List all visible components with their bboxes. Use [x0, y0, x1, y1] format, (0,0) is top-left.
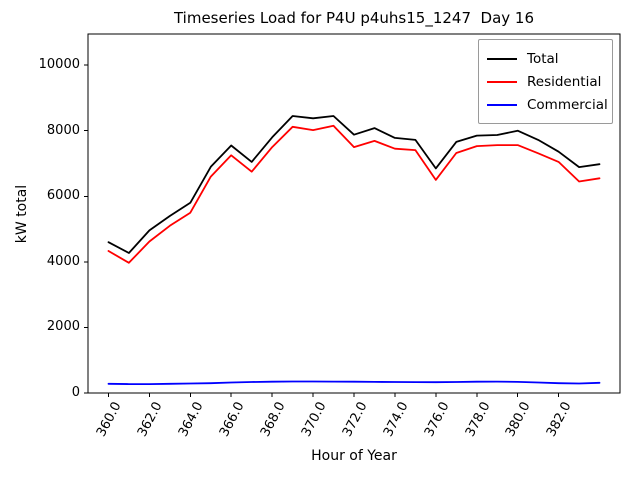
- y-tick-label: 2000: [46, 319, 80, 335]
- legend-entry-total: Total: [487, 47, 604, 70]
- total-line-swatch: [487, 57, 517, 60]
- y-tick-label: 0: [71, 385, 80, 400]
- y-tick-label: 6000: [46, 188, 80, 204]
- commercial-line-swatch: [487, 103, 517, 106]
- legend-label-commercial: Commercial: [527, 96, 608, 113]
- y-tick-label: 10000: [38, 57, 80, 73]
- residential-line-swatch: [487, 80, 517, 83]
- total-line: [107, 115, 601, 254]
- legend-entry-commercial: Commercial: [487, 93, 608, 116]
- residential-line: [107, 124, 601, 264]
- x-axis-label: Hour of Year: [311, 448, 397, 464]
- legend-entry-residential: Residential: [487, 70, 604, 93]
- commercial-line: [107, 380, 601, 386]
- legend-label-residential: Residential: [527, 73, 602, 90]
- chart-title: Timeseries Load for P4U p4uhs15_1247 Day…: [173, 9, 535, 27]
- legend-label-total: Total: [527, 50, 559, 67]
- y-tick-label: 4000: [46, 253, 80, 269]
- legend: Total Residential Commercial: [478, 39, 613, 124]
- y-tick-label: 8000: [46, 122, 80, 138]
